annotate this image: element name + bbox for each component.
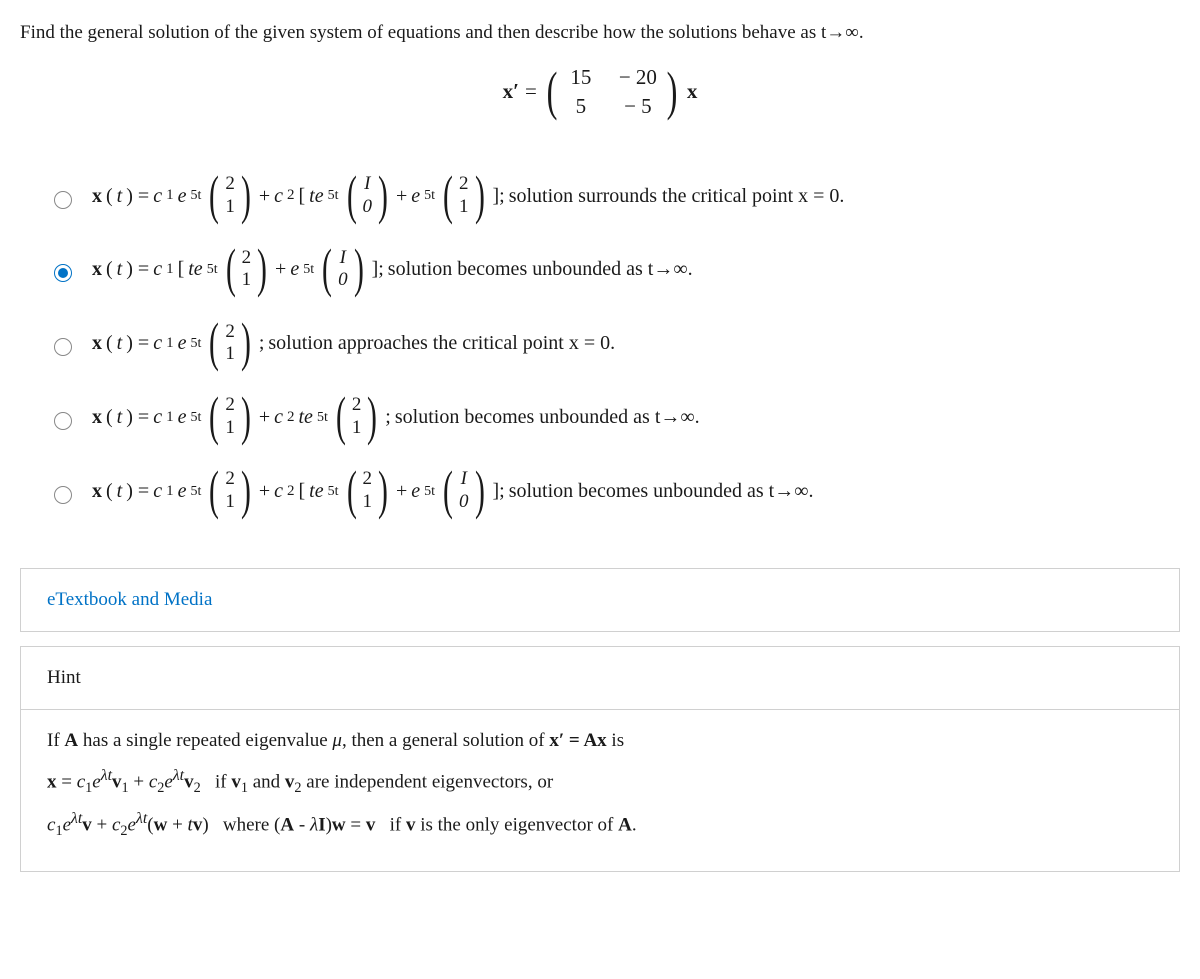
matrix-a22: − 5 <box>619 94 657 119</box>
hint-content: If A has a single repeated eigenvalue μ,… <box>20 696 1180 872</box>
hint-line-3: c1eλtv + c2eλt(w + tv) where (A - λI)w =… <box>47 803 1153 846</box>
equals-sign: = <box>525 79 537 104</box>
question-prompt: Find the general solution of the given s… <box>20 20 1180 47</box>
radio-button[interactable] <box>54 264 72 282</box>
option-0[interactable]: x(t) = c1e5t(21) + c2[te5t(I0) + e5t(21)… <box>20 159 1180 233</box>
option-text: x(t) = c1e5t(21) + c2[te5t(I0) + e5t(21)… <box>92 173 844 219</box>
option-1[interactable]: x(t) = c1[te5t(21) + e5t(I0)]; solution … <box>20 232 1180 306</box>
option-text: x(t) = c1e5t(21); solution approaches th… <box>92 320 615 366</box>
radio-button[interactable] <box>54 191 72 209</box>
radio-button[interactable] <box>54 338 72 356</box>
etextbook-link[interactable]: eTextbook and Media <box>20 568 1180 632</box>
option-3[interactable]: x(t) = c1e5t(21) + c2te5t(21); solution … <box>20 380 1180 454</box>
matrix-right-paren: ) <box>667 67 678 116</box>
matrix-a21: 5 <box>567 94 595 119</box>
lhs-x-prime: x′ <box>503 79 519 104</box>
option-text: x(t) = c1[te5t(21) + e5t(I0)]; solution … <box>92 246 693 292</box>
matrix-a11: 15 <box>567 65 595 90</box>
matrix-a12: − 20 <box>619 65 657 90</box>
radio-button[interactable] <box>54 486 72 504</box>
rhs-x: x <box>687 79 698 104</box>
option-2[interactable]: x(t) = c1e5t(21); solution approaches th… <box>20 306 1180 380</box>
radio-button[interactable] <box>54 412 72 430</box>
answer-options: x(t) = c1e5t(21) + c2[te5t(I0) + e5t(21)… <box>20 159 1180 528</box>
system-equation: x′ = ( 15 − 20 5 − 5 ) x <box>20 65 1180 119</box>
matrix-left-paren: ( <box>546 67 557 116</box>
coefficient-matrix: 15 − 20 5 − 5 <box>567 65 657 119</box>
option-text: x(t) = c1e5t(21) + c2[te5t(21) + e5t(I0)… <box>92 468 814 514</box>
option-text: x(t) = c1e5t(21) + c2te5t(21); solution … <box>92 394 700 440</box>
option-4[interactable]: x(t) = c1e5t(21) + c2[te5t(21) + e5t(I0)… <box>20 454 1180 528</box>
hint-line-2: x = c1eλtv1 + c2eλtv2 if v1 and v2 are i… <box>47 760 1153 803</box>
hint-line-1: If A has a single repeated eigenvalue μ,… <box>47 722 1153 760</box>
